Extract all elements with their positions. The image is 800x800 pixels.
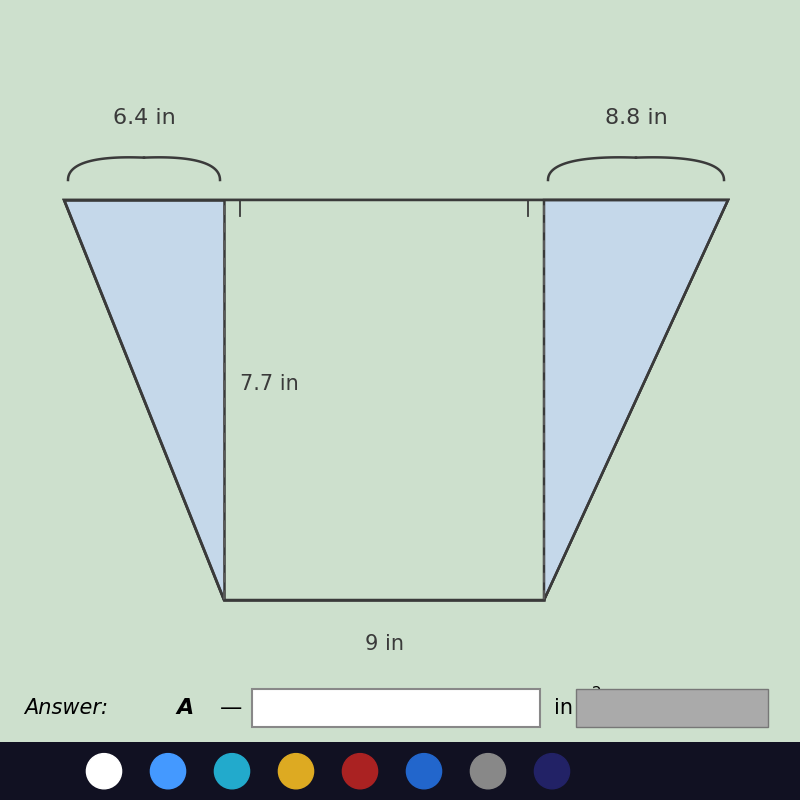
Text: 7.7 in: 7.7 in [240, 374, 298, 394]
Circle shape [342, 754, 378, 789]
Circle shape [470, 754, 506, 789]
Text: 8.8 in: 8.8 in [605, 108, 667, 128]
FancyBboxPatch shape [576, 689, 768, 727]
Text: A: A [176, 698, 194, 718]
Polygon shape [544, 200, 728, 600]
FancyBboxPatch shape [0, 742, 800, 800]
Text: 2: 2 [592, 686, 602, 701]
Text: in: in [554, 698, 574, 718]
Text: 9 in: 9 in [365, 634, 403, 654]
Polygon shape [64, 200, 728, 600]
Text: Submit Answer: Submit Answer [622, 702, 722, 714]
Polygon shape [224, 200, 544, 600]
Circle shape [406, 754, 442, 789]
Text: —: — [220, 698, 242, 718]
Text: Answer:: Answer: [24, 698, 108, 718]
Polygon shape [64, 200, 224, 600]
Circle shape [214, 754, 250, 789]
Circle shape [534, 754, 570, 789]
Text: 6.4 in: 6.4 in [113, 108, 175, 128]
Circle shape [150, 754, 186, 789]
FancyBboxPatch shape [252, 689, 540, 727]
Circle shape [86, 754, 122, 789]
Circle shape [278, 754, 314, 789]
